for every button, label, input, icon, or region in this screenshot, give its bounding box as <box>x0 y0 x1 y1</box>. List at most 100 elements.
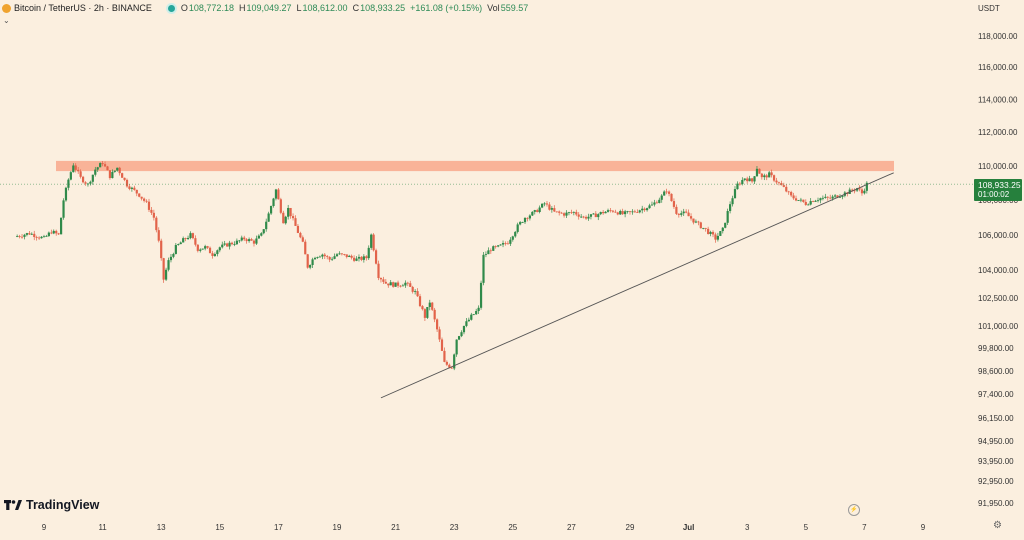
candle <box>186 235 190 240</box>
candle <box>89 180 92 186</box>
collapse-legend-icon[interactable]: ⌄ <box>3 16 10 25</box>
y-tick-label: 94,950.00 <box>978 437 1014 446</box>
candle <box>780 180 783 186</box>
candle-body <box>536 210 539 213</box>
currency-selector[interactable]: USDT <box>978 4 1000 13</box>
candle <box>824 193 827 199</box>
candle-body <box>621 211 624 215</box>
timezone-icon[interactable]: ⚡ <box>848 504 860 516</box>
candle <box>431 301 434 311</box>
candle-body <box>455 339 458 355</box>
tradingview-logo[interactable]: TradingView <box>4 498 99 512</box>
y-tick-label: 110,000.00 <box>978 162 1018 171</box>
candle-body <box>267 213 270 222</box>
candle-body <box>633 211 636 213</box>
candle <box>304 239 307 255</box>
candle <box>199 248 202 253</box>
candle <box>614 209 617 213</box>
symbol-legend[interactable]: Bitcoin / TetherUS · 2h · BINANCE O 108,7… <box>0 0 533 16</box>
candle-body <box>428 302 431 308</box>
candle-body <box>450 367 453 369</box>
candle-body <box>655 202 658 204</box>
candle-body <box>172 253 175 257</box>
candle <box>643 207 646 212</box>
candle <box>523 217 527 224</box>
candle <box>660 194 663 203</box>
candle <box>672 198 676 209</box>
current-price-value: 108,933.25 <box>978 180 1021 190</box>
candle-body <box>509 239 512 244</box>
candle-body <box>648 205 651 209</box>
candle-body <box>604 211 607 214</box>
candle <box>20 233 24 239</box>
x-tick-label: 29 <box>626 523 635 532</box>
candle <box>487 247 490 255</box>
candle <box>641 205 644 214</box>
candle <box>169 254 173 263</box>
candle-body <box>350 255 353 258</box>
candle-body <box>611 210 615 212</box>
candle <box>172 252 175 259</box>
candle-body <box>338 253 341 255</box>
candle-body <box>487 250 490 255</box>
candle-body <box>643 208 646 211</box>
candle-body <box>531 211 534 216</box>
candle-body <box>409 283 412 287</box>
settings-gear-icon[interactable]: ⚙ <box>993 520 1002 531</box>
candle <box>365 255 368 261</box>
candle-body <box>733 189 737 199</box>
candle <box>611 209 615 213</box>
candle-body <box>201 248 204 250</box>
candle-body <box>16 236 19 238</box>
candle <box>465 318 468 328</box>
candle <box>67 178 70 191</box>
candle-body <box>355 258 358 261</box>
y-tick-label: 99,800.00 <box>978 344 1014 353</box>
candle <box>531 211 534 216</box>
symbol-name[interactable]: Bitcoin / TetherUS · 2h · BINANCE <box>14 3 152 13</box>
candle <box>245 238 248 244</box>
candle-body <box>562 213 566 216</box>
candle <box>177 243 180 246</box>
candle <box>238 240 241 243</box>
candle-body <box>133 187 136 190</box>
candle-body <box>396 282 400 286</box>
candle <box>179 241 182 245</box>
candle-body <box>38 237 41 239</box>
candle-body <box>384 281 387 284</box>
high-label: H <box>238 3 246 13</box>
candle <box>438 326 441 342</box>
candle <box>262 229 265 235</box>
candle <box>504 241 507 246</box>
candle <box>277 187 280 200</box>
candle-body <box>140 196 143 199</box>
candle-body <box>269 206 273 214</box>
candle-body <box>265 221 268 230</box>
candle <box>255 235 258 246</box>
candle <box>399 284 402 288</box>
candle <box>396 280 400 288</box>
candle <box>638 209 641 214</box>
candle-body <box>501 243 505 245</box>
candle <box>323 253 326 259</box>
candle-body <box>89 181 92 184</box>
candle <box>121 172 124 178</box>
candle <box>260 232 263 237</box>
candle-body <box>614 211 617 213</box>
candle-body <box>294 218 297 226</box>
candle <box>685 209 688 214</box>
candle <box>296 223 300 234</box>
candle-body <box>260 233 263 236</box>
candle <box>797 200 800 202</box>
candle-body <box>797 200 800 201</box>
candle-body <box>433 309 436 320</box>
candle <box>335 252 339 257</box>
candle <box>694 219 698 224</box>
candle-body <box>291 216 295 219</box>
candle-body <box>548 204 551 210</box>
candle-body <box>760 173 763 178</box>
candle <box>550 206 553 213</box>
candle <box>436 318 439 333</box>
